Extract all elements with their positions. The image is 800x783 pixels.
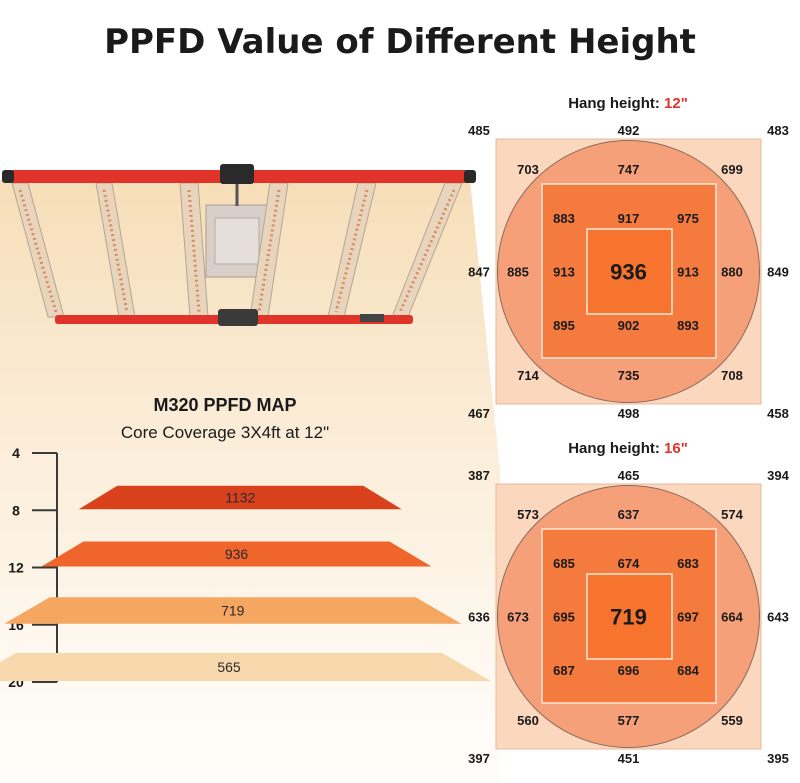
map-subtitle: Core Coverage 3X4ft at 12" bbox=[120, 423, 330, 442]
map-value: 560 bbox=[517, 713, 539, 728]
map-value: 913 bbox=[677, 265, 699, 280]
map-value: 695 bbox=[553, 610, 575, 625]
ppfd-layer-value: 565 bbox=[217, 659, 241, 675]
map-value: 465 bbox=[618, 468, 640, 483]
map-center-value: 936 bbox=[610, 260, 647, 285]
map-value: 674 bbox=[618, 556, 640, 571]
map-value: 895 bbox=[553, 318, 575, 333]
map-value: 703 bbox=[517, 162, 539, 177]
height-tick-label: 12 bbox=[8, 560, 24, 576]
map-value: 880 bbox=[721, 265, 743, 280]
map-value: 559 bbox=[721, 713, 743, 728]
hang-height-label-text: Hang height: bbox=[568, 95, 660, 112]
map-value: 577 bbox=[618, 713, 640, 728]
map-value: 574 bbox=[721, 507, 743, 522]
ppfd-map-12: 485 483 467 458 492 498 847 849 703 747 699 885 880 7… bbox=[468, 123, 789, 421]
map-value: 684 bbox=[677, 663, 699, 678]
map-value: 917 bbox=[618, 211, 640, 226]
map-value: 913 bbox=[553, 265, 575, 280]
map-value: 885 bbox=[507, 265, 529, 280]
map-value: 467 bbox=[468, 406, 490, 421]
map-value: 849 bbox=[767, 265, 789, 280]
ppfd-layer-value: 719 bbox=[221, 603, 245, 619]
ppfd-layer-value: 1132 bbox=[225, 490, 255, 506]
height-tick-label: 8 bbox=[12, 502, 20, 518]
map-value: 902 bbox=[618, 318, 640, 333]
map-value: 683 bbox=[677, 556, 699, 571]
ppfd-layer-value: 936 bbox=[225, 546, 249, 562]
map-value: 847 bbox=[468, 265, 490, 280]
map-value: 637 bbox=[618, 507, 640, 522]
map-value: 573 bbox=[517, 507, 539, 522]
map-value: 673 bbox=[507, 610, 529, 625]
hang-height-label-12: Hang height: 12" bbox=[498, 95, 758, 112]
map-value: 643 bbox=[767, 610, 789, 625]
hang-height-value: 12" bbox=[664, 95, 688, 112]
map-inner-square bbox=[586, 228, 673, 315]
map-value: 387 bbox=[468, 468, 490, 483]
map-value: 735 bbox=[618, 368, 640, 383]
map-value: 451 bbox=[618, 751, 640, 766]
map-value: 714 bbox=[517, 368, 539, 383]
map-title: M320 PPFD MAP bbox=[153, 395, 297, 415]
map-value: 485 bbox=[468, 123, 490, 138]
map-value: 696 bbox=[618, 663, 640, 678]
map-value: 395 bbox=[767, 751, 789, 766]
map-value: 975 bbox=[677, 211, 699, 226]
map-center-value: 719 bbox=[610, 605, 647, 630]
map-value: 397 bbox=[468, 751, 490, 766]
hang-height-label-text: Hang height: bbox=[568, 440, 660, 457]
map-value: 636 bbox=[468, 610, 490, 625]
map-value: 498 bbox=[618, 406, 640, 421]
map-inner-square bbox=[586, 573, 673, 660]
ppfd-layer-12 bbox=[41, 541, 432, 567]
top-connector bbox=[220, 164, 254, 184]
map-value: 492 bbox=[618, 123, 640, 138]
map-value: 687 bbox=[553, 663, 575, 678]
map-value: 458 bbox=[767, 406, 789, 421]
map-value: 883 bbox=[553, 211, 575, 226]
ppfd-map-16: 387 394 397 395 465 451 636 643 573 637 574 673 664 5… bbox=[468, 468, 789, 766]
ppfd-layer-16 bbox=[4, 597, 462, 624]
hang-height-label-16: Hang height: 16" bbox=[498, 440, 758, 457]
bottom-connector bbox=[218, 309, 258, 326]
map-value: 699 bbox=[721, 162, 743, 177]
map-value: 697 bbox=[677, 610, 699, 625]
map-value: 664 bbox=[721, 610, 743, 625]
map-value: 685 bbox=[553, 556, 575, 571]
page-title: PPFD Value of Different Height bbox=[104, 22, 696, 62]
hang-height-value: 16" bbox=[664, 440, 688, 457]
map-value: 483 bbox=[767, 123, 789, 138]
map-value: 893 bbox=[677, 318, 699, 333]
led-dots bbox=[18, 189, 456, 313]
ppfd-layer-20 bbox=[0, 653, 491, 681]
height-tick-label: 4 bbox=[12, 445, 20, 461]
driver-plate-window bbox=[214, 217, 260, 265]
map-value: 394 bbox=[767, 468, 789, 483]
map-value: 708 bbox=[721, 368, 743, 383]
map-value: 747 bbox=[618, 162, 640, 177]
ppfd-layer-8 bbox=[78, 485, 402, 510]
